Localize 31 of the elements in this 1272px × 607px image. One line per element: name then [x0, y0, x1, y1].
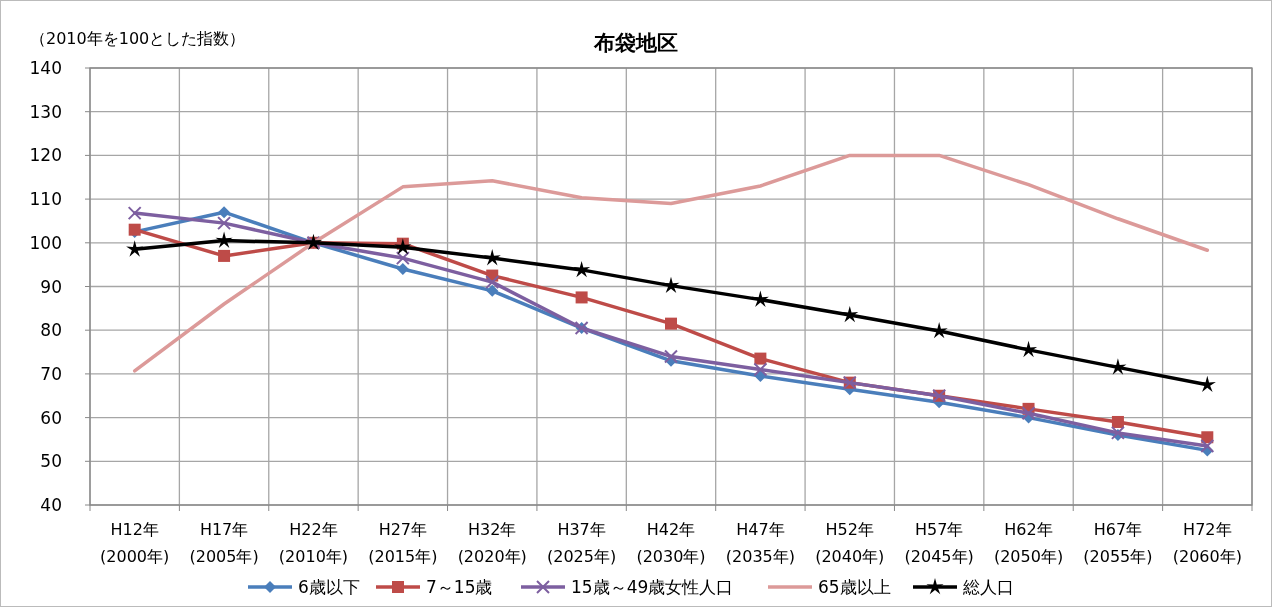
- y-tick-label: 90: [40, 276, 62, 297]
- y-tick-label: 140: [29, 58, 62, 78]
- x-tick-label: H72年 (2060年): [1172, 520, 1242, 566]
- y-tick-label: 100: [29, 232, 62, 253]
- y-tick-label: 110: [29, 189, 62, 210]
- x-tick-label: H27年 (2015年): [368, 520, 438, 566]
- x-tick-label: H12年 (2000年): [100, 520, 170, 566]
- y-axis-title: （2010年を100とした指数）: [30, 29, 246, 48]
- y-tick-label: 120: [29, 145, 62, 166]
- y-tick-label: 40: [40, 495, 62, 515]
- legend-label: 総人口: [962, 577, 1014, 597]
- x-tick-label: H37年 (2025年): [547, 520, 617, 566]
- y-tick-label: 130: [29, 101, 62, 122]
- x-tick-label: H57年 (2045年): [904, 520, 974, 566]
- x-tick-label: H67年 (2055年): [1083, 520, 1153, 566]
- y-tick-label: 70: [40, 363, 62, 384]
- x-tick-label: H32年 (2020年): [457, 520, 527, 566]
- legend-label: 65歳以上: [818, 577, 891, 597]
- chart-title: 布袋地区: [593, 31, 678, 55]
- y-tick-label: 60: [40, 407, 62, 428]
- x-tick-label: H62年 (2050年): [993, 520, 1064, 566]
- x-tick-label: H47年 (2035年): [725, 520, 795, 566]
- y-tick-label: 50: [40, 451, 62, 472]
- x-tick-label: H17年 (2005年): [189, 520, 259, 566]
- legend-label: 7～15歳: [426, 577, 493, 597]
- y-tick-label: 80: [40, 320, 62, 341]
- legend-label: 15歳～49歳女性人口: [571, 577, 734, 597]
- legend-label: 6歳以下: [298, 577, 360, 597]
- x-tick-label: H22年 (2010年): [278, 520, 349, 566]
- x-tick-label: H42年 (2030年): [636, 520, 706, 566]
- x-tick-label: H52年 (2040年): [815, 520, 885, 566]
